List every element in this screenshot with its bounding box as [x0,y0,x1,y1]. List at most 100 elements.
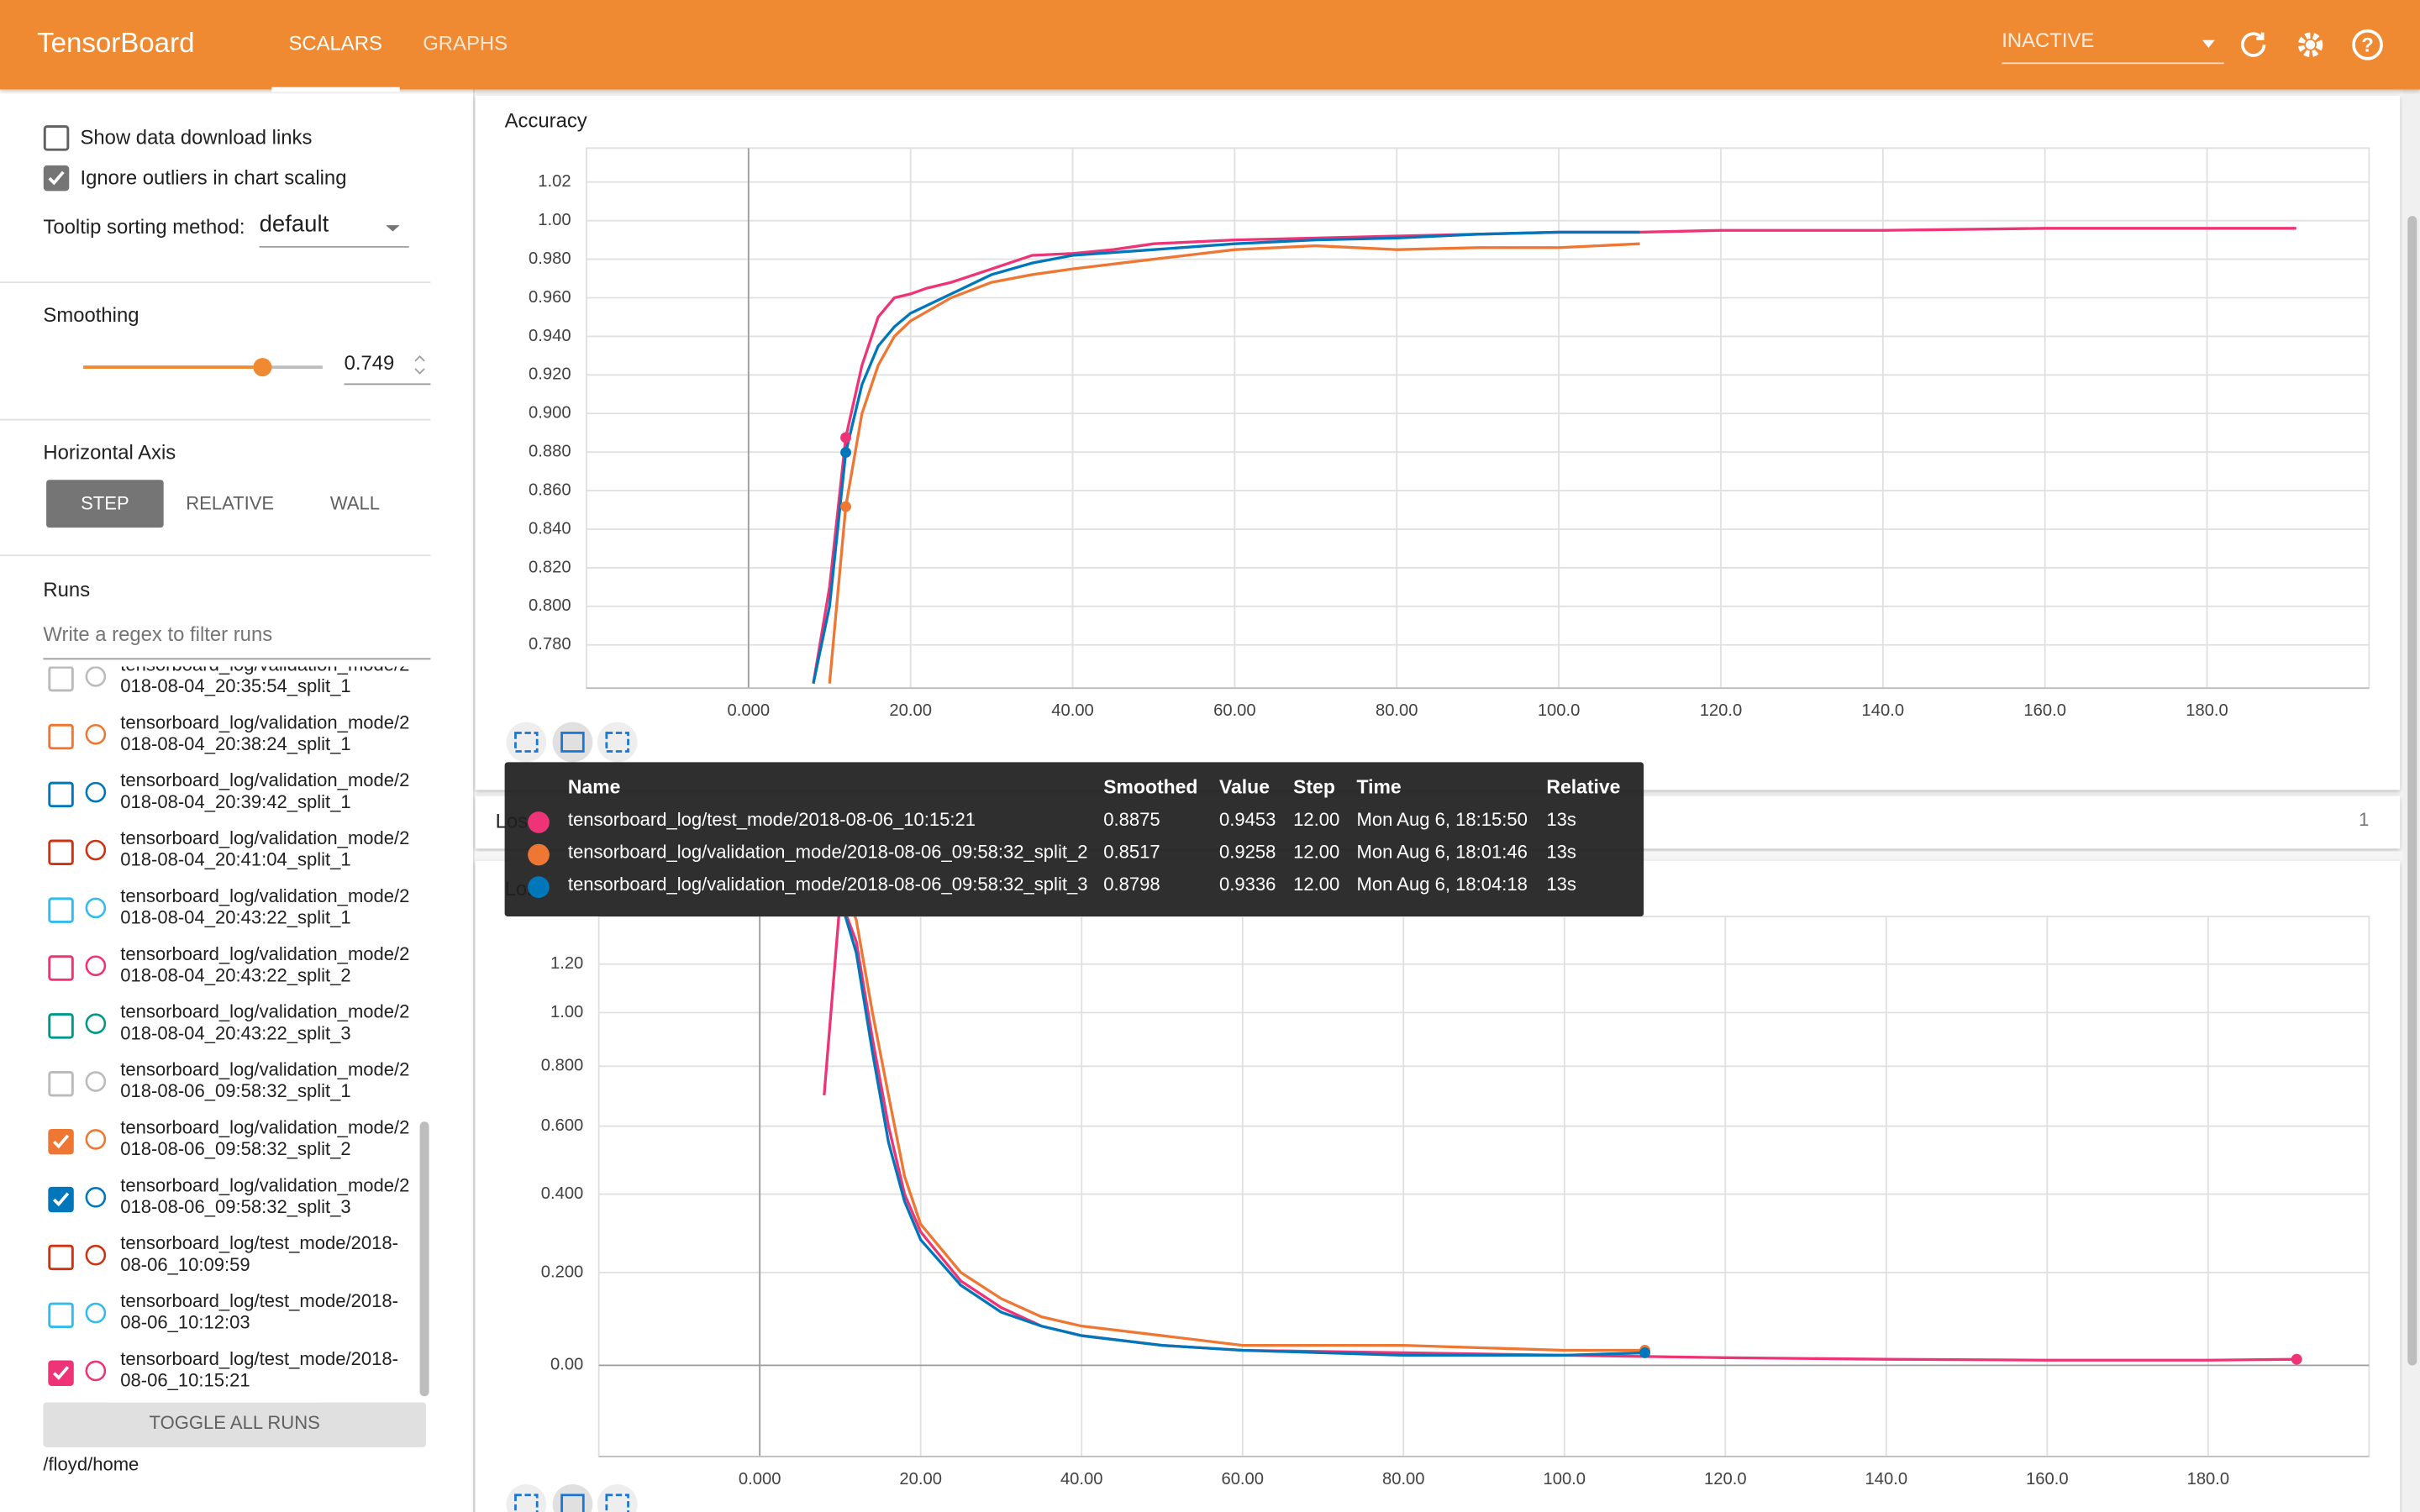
x-tick-label: 80.00 [1382,1470,1425,1488]
color-chip[interactable] [85,1071,107,1092]
checkbox[interactable] [48,781,74,808]
run-selector[interactable]: INACTIVE [2002,29,2094,52]
hover-marker [840,501,851,512]
y-tick-label: 1.20 [550,954,583,973]
scroll-thumb[interactable] [2407,216,2417,1366]
x-tick-label: 40.00 [1051,701,1094,720]
checkbox[interactable] [48,897,74,923]
section-title: Horizontal Axis [43,441,176,464]
run-name: tensorboard_log/validation_mode/2 [120,1059,409,1080]
x-tick-label: 0.000 [739,1470,781,1488]
chart-control[interactable] [597,722,638,763]
run-name: tensorboard_log/validation_mode/2 [120,885,409,906]
tab[interactable]: SCALARS [288,33,381,55]
smoothing-value[interactable]: 0.749 [345,352,395,375]
x-tick-label: 180.0 [2186,701,2228,720]
filter-input[interactable]: Write a regex to filter runs [43,623,272,646]
runs-scrollbar[interactable] [419,1121,429,1397]
color-chip[interactable] [85,897,107,919]
tooltip-cell: 13s [1546,874,1576,895]
color-chip[interactable] [85,1360,107,1382]
chart-control[interactable] [506,722,547,763]
checkbox[interactable] [48,955,74,981]
color-chip[interactable] [85,1244,107,1266]
checkbox[interactable] [48,1071,74,1097]
checkbox[interactable] [48,1013,74,1039]
run-name: tensorboard_log/test_mode/2018- [120,1232,398,1253]
axis-option[interactable]: STEP [81,492,129,513]
y-tick-label: 0.00 [550,1356,583,1374]
button-label[interactable]: TOGGLE ALL RUNS [150,1412,320,1433]
tooltip-cell: Mon Aug 6, 18:15:50 [1356,809,1527,830]
run-name: 08-06_10:15:21 [120,1370,250,1391]
tooltip-cell: 0.8798 [1103,874,1160,895]
end-marker [1639,1347,1650,1358]
checkbox[interactable] [43,125,70,151]
run-name: 018-08-04_20:35:54_split_1 [120,675,350,696]
x-tick-label: 140.0 [1865,1470,1908,1488]
run-name: 018-08-04_20:41:04_split_1 [120,849,350,870]
run-name: 018-08-06_09:58:32_split_3 [120,1196,350,1217]
checkbox[interactable] [48,666,74,692]
chart-control-icon [560,1494,585,1512]
y-tick-label: 0.200 [541,1263,584,1281]
select-arrow [386,225,400,232]
x-tick-label: 100.0 [1544,1470,1586,1488]
run-name: 018-08-06_09:58:32_split_1 [120,1080,350,1101]
x-tick-label: 60.00 [1221,1470,1264,1488]
y-tick-label: 0.880 [529,443,571,461]
x-tick-label: 40.00 [1060,1470,1103,1488]
y-tick-label: 1.00 [538,211,571,229]
run-name: tensorboard_log/validation_mode/2 [120,1174,409,1195]
chart-control-icon [560,732,585,753]
tooltip-header: Smoothed [1103,776,1197,798]
tooltip-swatch [528,876,550,898]
toggle-active[interactable] [46,480,164,528]
color-chip[interactable] [85,723,107,745]
color-chip[interactable] [85,1302,107,1324]
color-chip[interactable] [85,955,107,977]
axis-option[interactable]: WALL [330,492,380,513]
color-chip[interactable] [85,666,107,687]
checkbox[interactable] [48,839,74,866]
settings-icon[interactable] [2297,32,2323,57]
refresh-arrow [2256,32,2265,40]
button[interactable] [43,1402,426,1447]
checkbox[interactable] [48,1302,74,1329]
color-chip[interactable] [85,839,107,861]
checkbox[interactable] [48,723,74,750]
slider-knob[interactable] [253,358,272,377]
series-line [844,916,1645,1357]
color-chip[interactable] [85,1129,107,1150]
checkbox[interactable] [48,1244,74,1271]
chart: 1.02 1.00 0.980 0.960 0.940 0.920 0.900 0.880 0.… [529,147,2370,720]
x-tick-label: 120.0 [1700,701,1743,720]
chart-control-icon [514,1494,539,1512]
runs-list: tensorboard_log/validation_mode/2018-08-… [48,666,409,1391]
tooltip-cell: Mon Aug 6, 18:04:18 [1356,874,1527,895]
axis-option[interactable]: RELATIVE [186,492,274,513]
chart-control[interactable] [552,722,593,763]
tooltip-cell: tensorboard_log/validation_mode/2018-08-… [568,842,1088,863]
y-tick-label: 0.800 [541,1057,584,1075]
color-chip[interactable] [85,1013,107,1034]
y-tick-label: 1.00 [550,1003,583,1021]
run-name: tensorboard_log/validation_mode/2 [120,1001,409,1022]
tooltip [504,762,1644,917]
color-chip[interactable] [85,781,107,803]
chart-control-icon [605,1494,629,1512]
refresh-icon[interactable] [2240,32,2266,57]
y-tick-label: 0.840 [529,519,571,538]
run-name: 08-06_10:12:03 [120,1312,250,1333]
color-chip[interactable] [85,1187,107,1208]
chart-title: Accuracy [505,109,587,132]
y-tick-label: 0.800 [529,596,571,615]
tab[interactable]: GRAPHS [423,33,508,55]
x-tick-label: 120.0 [1704,1470,1747,1488]
tooltip-swatch [528,811,550,833]
y-tick-label: 0.960 [529,288,571,307]
help-icon[interactable] [2352,29,2383,60]
x-tick-label: 160.0 [2026,1470,2069,1488]
tooltip-sort-value[interactable]: default [260,210,329,236]
y-tick-label: 0.820 [529,558,571,576]
